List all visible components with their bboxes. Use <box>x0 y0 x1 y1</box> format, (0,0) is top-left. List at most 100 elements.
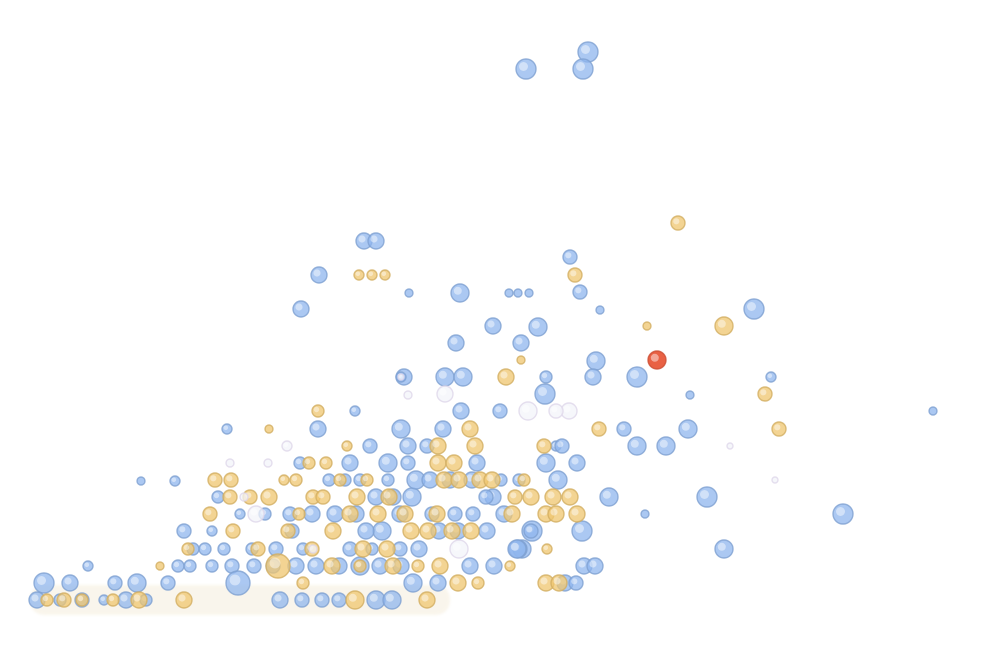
bubble-highlight <box>402 440 410 448</box>
bubble-point-blue <box>452 402 470 420</box>
bubble-highlight <box>310 560 318 568</box>
bubble-highlight <box>110 578 117 585</box>
bubble-point-orange <box>418 591 436 609</box>
bubble-highlight <box>77 595 84 602</box>
bubble-highlight <box>565 252 572 259</box>
bubble-point-orange <box>106 593 120 607</box>
bubble-highlight <box>130 576 139 585</box>
bubble-highlight <box>405 490 414 499</box>
bubble-highlight <box>357 543 365 551</box>
bubble-point-orange <box>353 269 365 281</box>
bubble-highlight <box>464 560 472 568</box>
bubble-point-orange <box>449 574 467 592</box>
bubble-highlight <box>291 475 298 482</box>
bubble-point-blue <box>492 403 508 419</box>
bubble-highlight <box>550 508 558 516</box>
bubble-highlight <box>551 406 558 413</box>
bubble-highlight <box>236 510 242 516</box>
bubble-point-orange <box>450 471 468 489</box>
bubble-highlight <box>540 508 548 516</box>
bubble-highlight <box>312 423 320 431</box>
bubble-point-blue <box>928 406 938 416</box>
bubble-highlight <box>553 577 561 585</box>
bubble-point-orange <box>40 593 54 607</box>
bubble-point-orange <box>504 560 516 572</box>
bubble-point-blue <box>616 421 632 437</box>
bubble-point-blue <box>599 487 619 507</box>
bubble-point-blue <box>221 423 233 435</box>
bubble-point-blue <box>61 574 79 592</box>
bubble-highlight <box>335 475 342 482</box>
bubble-highlight <box>495 406 502 413</box>
bubble-point-blue <box>292 300 310 318</box>
bubble-highlight <box>285 509 292 516</box>
bubble-highlight <box>381 543 389 551</box>
bubble-highlight <box>313 406 320 413</box>
bubble-highlight <box>571 578 578 585</box>
bubble-highlight <box>84 562 90 568</box>
bubble-highlight <box>324 475 331 482</box>
bubble-highlight <box>717 319 726 328</box>
bubble-point-orange <box>302 456 316 470</box>
bubble-highlight <box>602 490 611 499</box>
bubble-highlight <box>747 302 756 311</box>
bubble-highlight <box>227 561 234 568</box>
bubble-highlight <box>394 422 403 431</box>
bubble-highlight <box>358 235 366 243</box>
bubble-highlight <box>326 560 334 568</box>
bubble-point-white <box>436 385 454 403</box>
bubble-point-orange <box>536 438 552 454</box>
bubble-highlight <box>210 475 217 482</box>
bubble-point-blue <box>171 559 185 573</box>
bubble-highlight <box>432 577 440 585</box>
bubble-point-orange <box>278 474 290 486</box>
bubble-point-orange <box>366 269 378 281</box>
bubble-point-orange <box>547 505 565 523</box>
bubble-point-orange <box>429 437 447 455</box>
bubble-highlight <box>406 576 415 585</box>
bubble-point-orange <box>567 267 583 283</box>
bubble-point-blue <box>539 370 553 384</box>
bubble-highlight <box>334 595 341 602</box>
bubble-highlight <box>345 544 352 551</box>
bubble-point-orange <box>324 522 342 540</box>
bubble-point-blue <box>832 503 854 525</box>
bubble-highlight <box>225 492 232 499</box>
bubble-point-orange <box>181 542 195 556</box>
bubble-point-blue <box>504 288 514 298</box>
bubble-highlight <box>409 473 418 482</box>
bubble-highlight <box>538 387 547 396</box>
bubble-point-orange <box>522 488 540 506</box>
bubble-highlight <box>317 595 324 602</box>
bubble-point-orange <box>396 505 414 523</box>
bubble-point-blue <box>357 522 375 540</box>
bubble-highlight <box>31 594 39 602</box>
bubble-highlight <box>298 578 305 585</box>
bubble-highlight <box>295 458 302 465</box>
bubble-highlight <box>370 235 378 243</box>
bubble-highlight <box>383 491 391 499</box>
bubble-point-orange <box>419 522 437 540</box>
bubble-point-white <box>403 390 413 400</box>
bubble-point-blue <box>217 542 231 556</box>
bubble-highlight <box>432 457 440 465</box>
bubble-point-orange <box>319 456 333 470</box>
bubble-point-blue <box>512 334 530 352</box>
bubble-point-orange <box>517 473 531 487</box>
bubble-highlight <box>767 373 773 379</box>
bubble-point-blue <box>404 288 414 298</box>
bubble-highlight <box>329 508 337 516</box>
bubble-highlight <box>327 525 335 533</box>
bubble-highlight <box>283 442 289 448</box>
bubble-point-orange <box>428 505 446 523</box>
bubble-point-blue <box>640 509 650 519</box>
bubble-point-orange <box>250 541 266 557</box>
bubble-point-blue <box>656 436 676 456</box>
bubble-highlight <box>619 424 626 431</box>
bubble-highlight <box>437 423 445 431</box>
bubble-highlight <box>681 422 690 431</box>
bubble-highlight <box>207 561 214 568</box>
bubble-point-blue <box>294 592 310 608</box>
